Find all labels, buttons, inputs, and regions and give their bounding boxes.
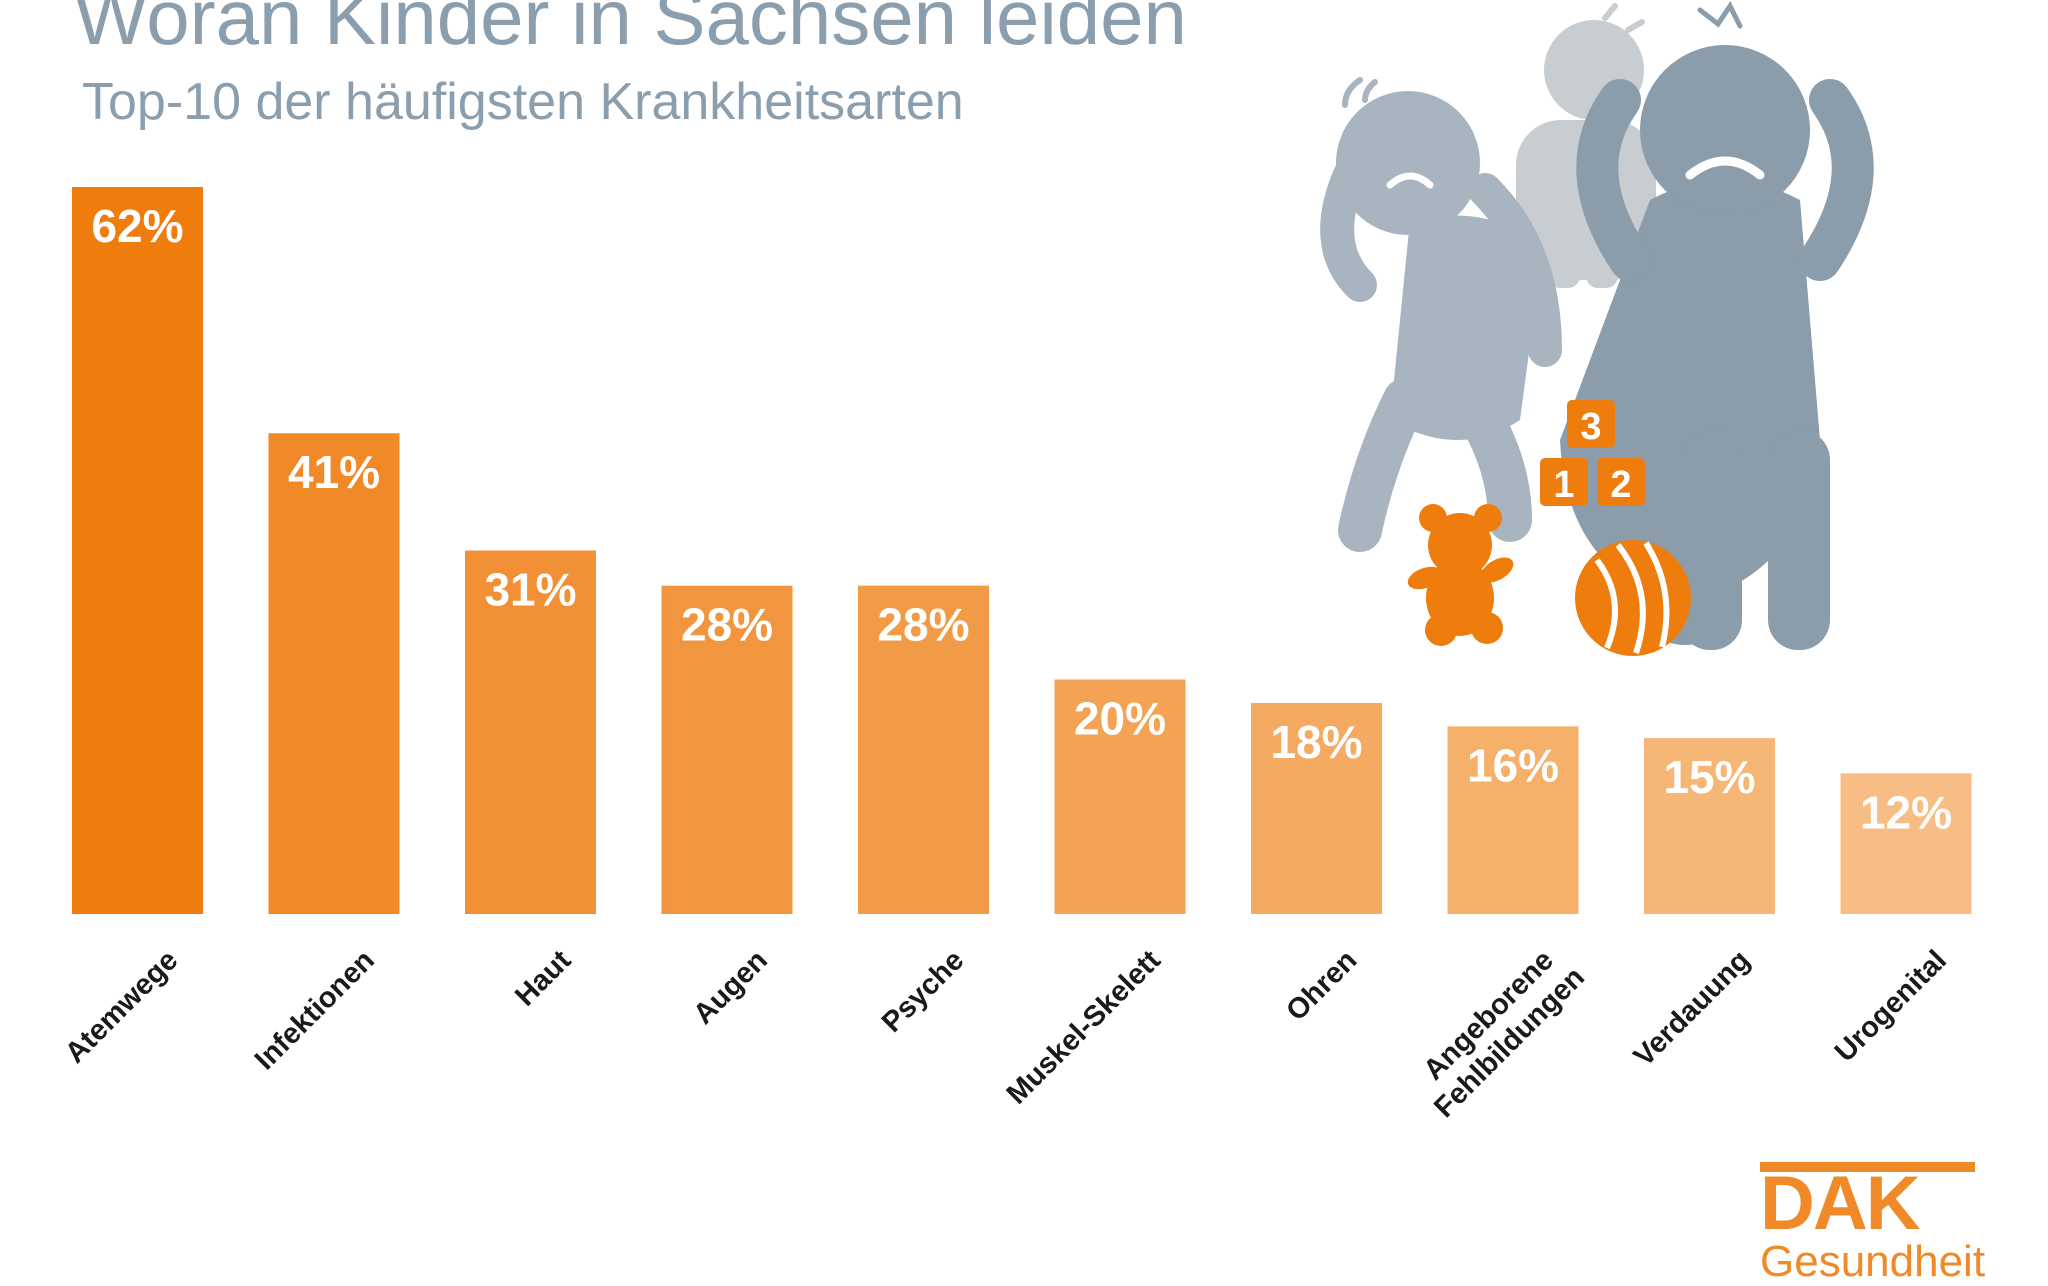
value-label: 62%: [91, 200, 183, 252]
category-label: Haut: [509, 944, 577, 1012]
logo-text: Gesundheit: [1760, 1237, 1986, 1286]
value-label: 20%: [1074, 692, 1166, 744]
category-label: Verdauung: [1628, 944, 1757, 1073]
children-illustration: 3 1 2: [1320, 1, 1874, 656]
value-label: 16%: [1467, 739, 1559, 791]
number-blocks-icon: 3 1 2: [1540, 400, 1645, 506]
block-label: 1: [1553, 464, 1574, 506]
bar-muskel-skelett: [1054, 679, 1186, 914]
bar-ohren: [1251, 702, 1382, 914]
category-label: Infektionen: [249, 944, 381, 1076]
logo-mark: DAK: [1760, 1162, 1975, 1242]
category-label: Psyche: [876, 944, 970, 1038]
category-label: Muskel-Skelett: [1001, 944, 1167, 1110]
bar-infektionen: [268, 433, 400, 914]
bar-urogenital: [1840, 773, 1972, 914]
ball-icon: [1575, 540, 1691, 656]
value-label: 41%: [288, 446, 380, 498]
category-label: Atemwege: [59, 944, 184, 1069]
value-label: 12%: [1860, 786, 1952, 838]
bar-psyche: [858, 585, 989, 914]
teddy-bear-icon: [1407, 504, 1514, 646]
bar-haut: [465, 550, 596, 914]
value-label: 28%: [877, 599, 969, 651]
dak-logo: DAK Gesundheit: [1760, 1162, 1986, 1286]
bar-angeborene-fehlbildungen: [1447, 726, 1579, 914]
category-label: Augen: [687, 944, 773, 1030]
category-label: AngeboreneFehlbildungen: [1404, 937, 1591, 1124]
value-label: 18%: [1270, 716, 1362, 768]
sick-child-icon: [1320, 77, 1562, 552]
category-label: Urogenital: [1829, 944, 1953, 1068]
value-label: 15%: [1663, 751, 1755, 803]
chart-subtitle: Top-10 der häufigsten Krankheitsarten: [82, 73, 964, 131]
bar-augen: [661, 585, 793, 914]
chart-title: Woran Kinder in Sachsen leiden: [74, 0, 1187, 61]
bar-atemwege: [72, 187, 203, 914]
value-label: 31%: [484, 564, 576, 616]
block-label: 2: [1610, 464, 1631, 506]
headache-child-icon: [1560, 1, 1874, 650]
category-label: Ohren: [1280, 944, 1363, 1027]
bar-verdauung: [1644, 738, 1775, 914]
value-label: 28%: [681, 599, 773, 651]
block-label: 3: [1580, 406, 1601, 448]
